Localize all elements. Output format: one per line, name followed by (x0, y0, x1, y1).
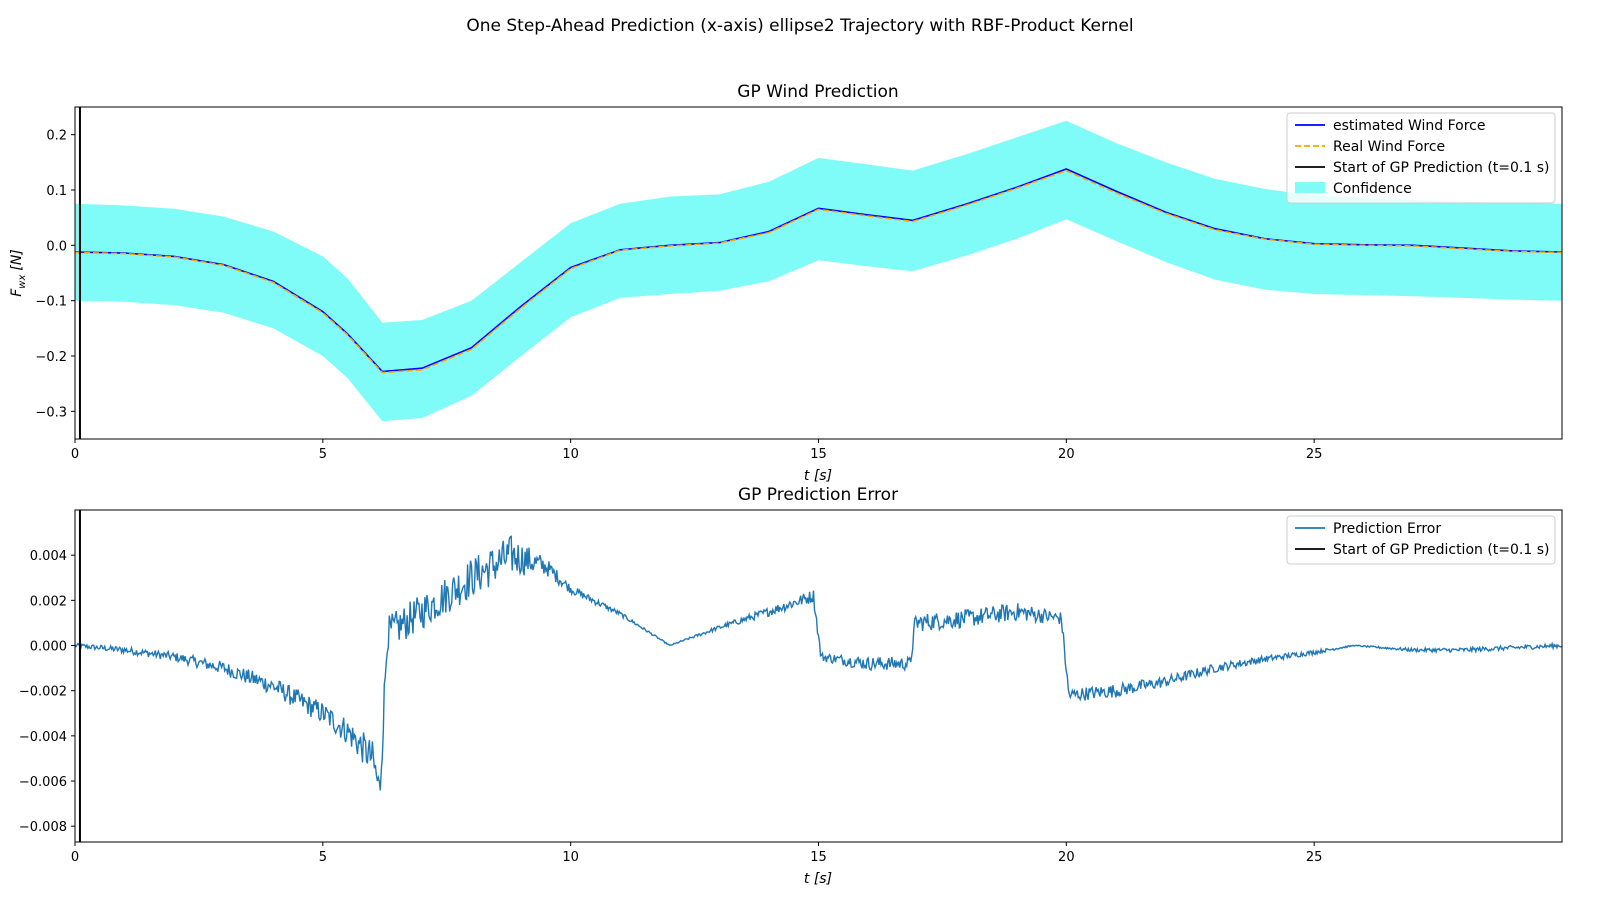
x-tick-label: 0 (71, 850, 79, 865)
y-tick-label: 0.1 (46, 184, 67, 199)
x-tick-label: 10 (562, 447, 579, 462)
prediction-error-line (74, 535, 1563, 791)
error-x-axis-label: t [s] (804, 871, 832, 887)
x-tick-label: 25 (1306, 850, 1323, 865)
wind-x-ticks: 0 5 10 15 20 25 (71, 439, 1323, 462)
legend-start-label: Start of GP Prediction (t=0.1 s) (1333, 160, 1550, 176)
y-tick-label: −0.006 (19, 775, 67, 790)
confidence-band-layer (75, 120, 1562, 422)
x-tick-label: 10 (562, 850, 579, 865)
wind-plot-frame (74, 106, 1563, 440)
legend-confidence-label: Confidence (1333, 181, 1412, 197)
legend-error-label: Prediction Error (1333, 521, 1441, 537)
x-tick-label: 5 (319, 850, 327, 865)
y-tick-label: 0.0 (46, 239, 67, 254)
legend-estimated-label: estimated Wind Force (1333, 118, 1485, 134)
y-tick-label: 0.2 (46, 129, 67, 144)
y-tick-label: −0.2 (35, 350, 67, 365)
wind-legend: estimated Wind Force Real Wind Force Sta… (1286, 112, 1556, 204)
y-tick-label: −0.002 (19, 685, 67, 700)
x-tick-label: 20 (1058, 850, 1075, 865)
wind-force-lines-layer (74, 107, 1563, 439)
error-x-ticks: 0 5 10 15 20 25 (71, 842, 1323, 865)
y-tick-label: 0.002 (30, 594, 67, 609)
x-tick-label: 0 (71, 447, 79, 462)
error-line-layer (74, 510, 1563, 842)
y-tick-label: 0.000 (30, 640, 67, 655)
y-tick-label: −0.008 (19, 820, 67, 835)
prediction-error-title: GP Prediction Error (738, 485, 898, 505)
x-tick-label: 5 (319, 447, 327, 462)
y-tick-label: −0.1 (35, 295, 67, 310)
error-legend: Prediction Error Start of GP Prediction … (1286, 515, 1556, 565)
error-legend-box (1286, 515, 1556, 565)
error-y-ticks: −0.008 −0.006 −0.004 −0.002 0.000 0.002 0.004 (19, 549, 75, 835)
real-wind-force-line (74, 169, 1563, 374)
legend-error-start-label: Start of GP Prediction (t=0.1 s) (1333, 542, 1550, 558)
x-tick-label: 20 (1058, 447, 1075, 462)
legend-confidence-swatch (1295, 182, 1325, 193)
confidence-band (75, 120, 1562, 422)
wind-legend-box (1286, 112, 1556, 204)
y-tick-label: −0.3 (35, 405, 67, 420)
error-plot-frame (74, 509, 1563, 843)
wind-y-axis-label: Fwx[N] (9, 249, 28, 297)
wind-prediction-title: GP Wind Prediction (737, 82, 898, 102)
wind-prediction-axes: GP Wind Prediction 0 5 10 15 20 25 −0.3−0.2−0… (9, 82, 1563, 484)
y-tick-label: −0.004 (19, 730, 67, 745)
x-tick-label: 25 (1306, 447, 1323, 462)
prediction-error-axes: GP Prediction Error 0 5 10 15 20 25 −0.008−0.… (19, 485, 1563, 887)
x-tick-label: 15 (810, 447, 827, 462)
figure-suptitle: One Step-Ahead Prediction (x-axis) ellip… (466, 16, 1133, 36)
legend-real-label: Real Wind Force (1333, 139, 1445, 155)
wind-y-ticks: −0.3 −0.2 −0.1 0.0 0.1 0.2 (35, 129, 75, 420)
y-tick-label: 0.004 (30, 549, 67, 564)
wind-x-axis-label: t [s] (804, 468, 832, 484)
x-tick-label: 15 (810, 850, 827, 865)
